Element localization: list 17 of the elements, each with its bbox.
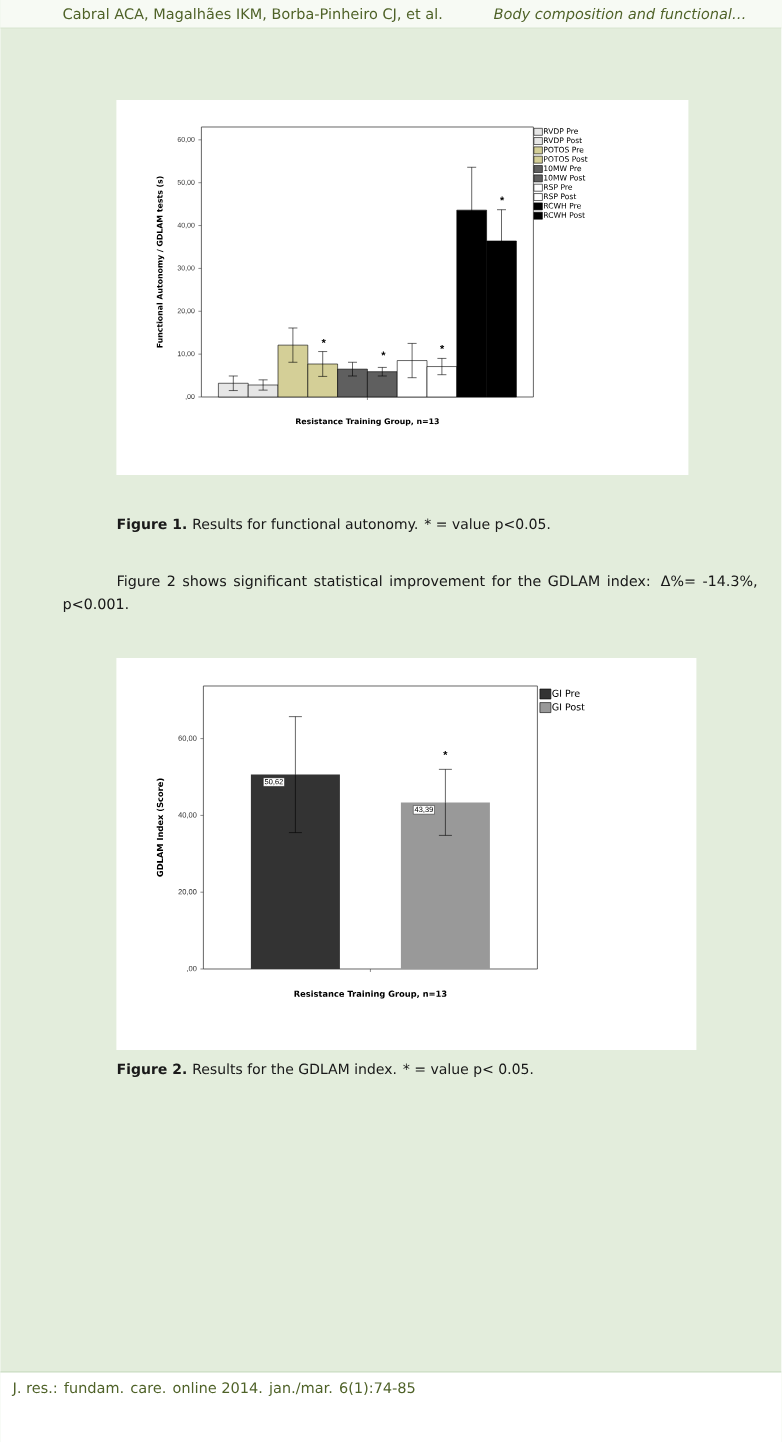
caption: Figure 1. xyxy=(117,518,186,533)
text: Results for functional autonomy. * = value p<0.05. xyxy=(193,518,550,532)
text: J. res.: fundam. care. online 2014. jan./mar. 6(1):74-85 xyxy=(11,1381,415,1397)
x-axis-title: Resistance Training Group, n=13 xyxy=(294,990,447,999)
legend-label: GI Post xyxy=(552,703,585,711)
caption: Figure 2 shows significant statistical improvement for the GDLAM index: Δ%= -14.3%, p<0.001. xyxy=(64,575,757,613)
text: Results for the GDLAM index. * = value p< 0.05. xyxy=(193,1063,533,1077)
legend-label: GI Pre xyxy=(552,689,580,697)
annotation: * xyxy=(321,338,326,343)
text: Body composition and functional… xyxy=(494,7,745,22)
annotation: * xyxy=(500,196,505,201)
text: Cabral ACA, Magalhães IKM, Borba-Pinheiro CJ, et al. xyxy=(63,7,442,22)
annotation: * xyxy=(443,751,448,756)
annotation: * xyxy=(381,351,386,356)
y-axis-title: GDLAM Index (Score) xyxy=(156,778,165,877)
caption: Figure 2. xyxy=(117,1063,186,1078)
annotation: * xyxy=(440,344,445,349)
